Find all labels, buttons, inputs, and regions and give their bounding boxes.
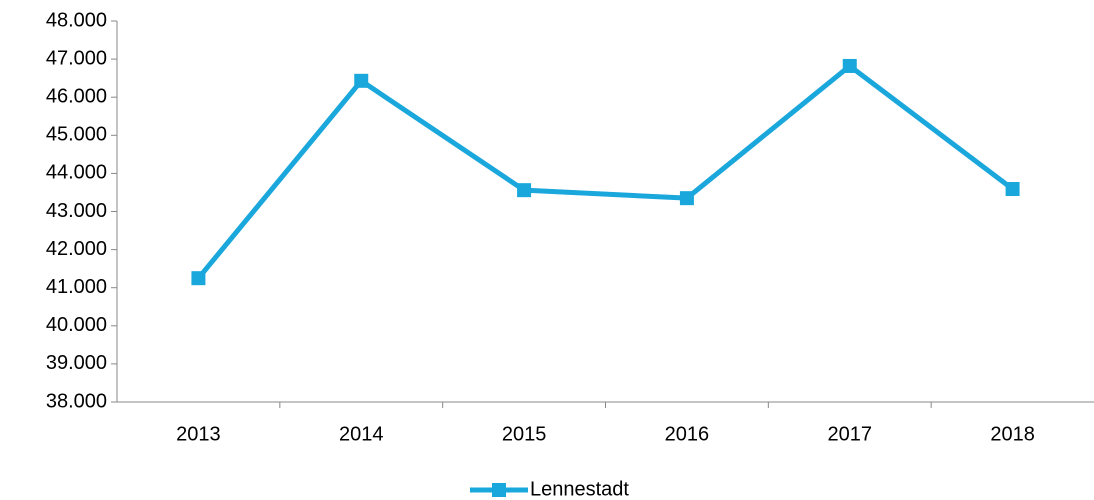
x-tick-label: 2013	[176, 423, 221, 445]
line	[196, 63, 1015, 280]
marker	[354, 73, 369, 88]
legend-label: Lennestadt	[530, 478, 629, 500]
y-tick-label: 44.000	[46, 162, 107, 184]
marker	[842, 58, 857, 73]
y-tick-label: 46.000	[46, 85, 107, 107]
marker	[679, 191, 694, 206]
x-tick-label: 2017	[828, 423, 873, 445]
y-tick-label: 48.000	[46, 9, 107, 31]
x-tick-label: 2015	[502, 423, 547, 445]
legend-marker	[492, 483, 506, 497]
y-tick-label: 42.000	[46, 238, 107, 260]
y-tick-label: 43.000	[46, 200, 107, 222]
x-tick-label: 2016	[665, 423, 710, 445]
y-tick-label: 41.000	[46, 276, 107, 298]
marker	[517, 183, 532, 198]
x-tick-label: 2018	[990, 423, 1035, 445]
y-tick-label: 45.000	[46, 124, 107, 146]
y-tick-label: 39.000	[46, 352, 107, 374]
marker	[1005, 182, 1020, 197]
marker	[191, 271, 206, 286]
y-tick-label: 40.000	[46, 314, 107, 336]
x-tick-label: 2014	[339, 423, 384, 445]
y-tick-label: 47.000	[46, 47, 107, 69]
y-tick-label: 38.000	[46, 390, 107, 412]
